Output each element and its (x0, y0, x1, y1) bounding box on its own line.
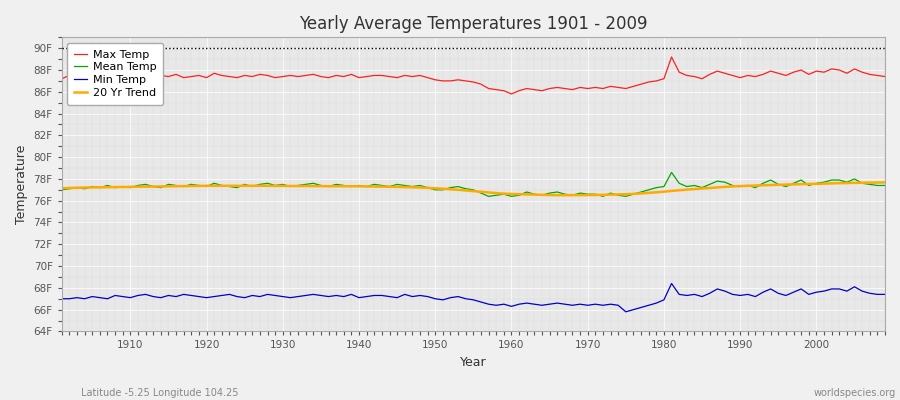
Max Temp (57, 76, 68, 81)
Mean Temp (605, 191, 616, 196)
Text: Latitude -5.25 Longitude 104.25: Latitude -5.25 Longitude 104.25 (81, 388, 239, 398)
Line: Mean Temp: Mean Temp (62, 172, 885, 196)
X-axis label: Year: Year (460, 356, 487, 369)
Max Temp (330, 73, 341, 78)
20 Yr Trend (117, 184, 128, 189)
Min Temp (117, 294, 128, 299)
20 Yr Trend (552, 193, 562, 198)
Mean Temp (506, 194, 517, 199)
Legend: Max Temp, Mean Temp, Min Temp, 20 Yr Trend: Max Temp, Mean Temp, Min Temp, 20 Yr Tre… (68, 43, 163, 104)
Line: 20 Yr Trend: 20 Yr Trend (62, 182, 885, 195)
20 Yr Trend (285, 184, 296, 188)
Max Temp (605, 84, 616, 89)
Mean Temp (285, 184, 296, 189)
Min Temp (620, 310, 631, 314)
Mean Temp (330, 182, 341, 187)
Title: Yearly Average Temperatures 1901 - 2009: Yearly Average Temperatures 1901 - 2009 (299, 15, 648, 33)
Max Temp (117, 74, 128, 79)
Max Temp (499, 88, 509, 93)
Min Temp (506, 304, 517, 309)
Mean Temp (666, 170, 677, 175)
Min Temp (57, 296, 68, 301)
Max Temp (666, 54, 677, 59)
20 Yr Trend (57, 186, 68, 190)
20 Yr Trend (879, 180, 890, 185)
Min Temp (598, 303, 608, 308)
Mean Temp (879, 183, 890, 188)
20 Yr Trend (499, 191, 509, 196)
Mean Temp (117, 184, 128, 189)
Line: Max Temp: Max Temp (62, 57, 885, 94)
Min Temp (285, 295, 296, 300)
Max Temp (879, 74, 890, 79)
Max Temp (514, 88, 525, 93)
Min Temp (330, 293, 341, 298)
20 Yr Trend (605, 192, 616, 197)
20 Yr Trend (506, 192, 517, 196)
Min Temp (499, 302, 509, 306)
Mean Temp (483, 194, 494, 199)
Mean Temp (57, 188, 68, 192)
Min Temp (666, 281, 677, 286)
Y-axis label: Temperature: Temperature (15, 145, 28, 224)
Max Temp (506, 92, 517, 96)
Max Temp (285, 73, 296, 78)
Min Temp (879, 292, 890, 297)
Mean Temp (514, 193, 525, 198)
20 Yr Trend (330, 184, 341, 189)
Line: Min Temp: Min Temp (62, 284, 885, 312)
Text: worldspecies.org: worldspecies.org (814, 388, 896, 398)
